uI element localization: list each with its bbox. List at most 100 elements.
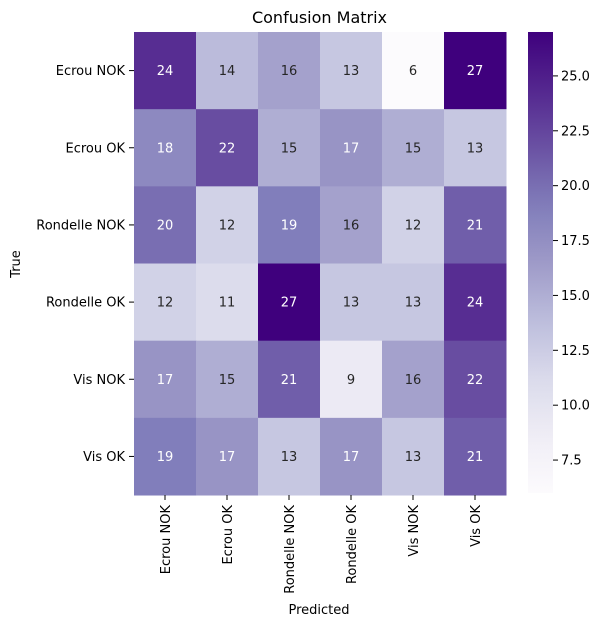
colorbar-tick-label: 25.0 <box>561 69 590 84</box>
heatmap-cell <box>320 32 383 110</box>
cell-value-label: 24 <box>157 64 174 79</box>
heatmap-cell <box>444 263 507 342</box>
cell-value-label: 18 <box>157 141 174 156</box>
x-tick-label: Ecrou OK <box>221 505 236 565</box>
cell-value-label: 21 <box>281 373 298 388</box>
heatmap-cell <box>258 263 321 342</box>
heatmap-cell <box>382 109 445 187</box>
x-axis-label: Predicted <box>288 603 349 618</box>
cell-value-label: 11 <box>219 296 236 311</box>
heatmap-cell <box>196 186 259 265</box>
x-tick-label: Vis NOK <box>407 505 422 557</box>
colorbar-tick-label: 15.0 <box>561 289 590 304</box>
heatmap-cell <box>258 109 321 187</box>
cell-value-label: 21 <box>467 450 484 465</box>
y-tick-label: Rondelle NOK <box>36 218 125 233</box>
cell-value-label: 15 <box>281 141 298 156</box>
heatmap-cell <box>320 263 383 342</box>
heatmap-cells <box>134 32 507 496</box>
cell-value-label: 17 <box>343 141 360 156</box>
heatmap-cell <box>382 417 445 496</box>
heatmap-cell <box>134 263 197 342</box>
heatmap-cell <box>444 340 507 419</box>
heatmap-cell <box>134 340 197 419</box>
heatmap-cell-labels: 24 14 16 13 6 27 18 22 15 17 15 13 20 12 19 16 12 21 12 11 2… <box>157 64 484 465</box>
heatmap-cell <box>444 32 507 110</box>
heatmap-cell <box>196 417 259 496</box>
cell-value-label: 15 <box>405 141 422 156</box>
heatmap-cell <box>382 186 445 265</box>
x-axis: Ecrou NOK Ecrou OK Rondelle NOK Rondelle OK… <box>159 495 484 594</box>
cell-value-label: 16 <box>343 218 360 233</box>
heatmap-cell <box>196 263 259 342</box>
heatmap-cell <box>382 263 445 342</box>
chart-title: Confusion Matrix <box>252 8 387 27</box>
cell-value-label: 13 <box>281 450 298 465</box>
colorbar-tick-label: 20.0 <box>561 179 590 194</box>
x-tick-label: Rondelle OK <box>345 505 360 584</box>
cell-value-label: 14 <box>219 64 236 79</box>
colorbar-tick-label: 12.5 <box>561 344 590 359</box>
heatmap-cell <box>196 109 259 187</box>
cell-value-label: 12 <box>219 218 236 233</box>
x-tick-label: Rondelle NOK <box>283 505 298 594</box>
x-tick-label: Vis OK <box>469 505 484 547</box>
heatmap-cell <box>320 340 383 419</box>
y-tick-label: Ecrou OK <box>65 141 125 156</box>
cell-value-label: 27 <box>281 296 298 311</box>
heatmap-cell <box>320 186 383 265</box>
cell-value-label: 21 <box>467 218 484 233</box>
heatmap-cell <box>196 32 259 110</box>
heatmap-cell <box>444 417 507 496</box>
cell-value-label: 13 <box>343 64 360 79</box>
cell-value-label: 19 <box>281 218 298 233</box>
cell-value-label: 17 <box>157 373 174 388</box>
cell-value-label: 17 <box>219 450 236 465</box>
cell-value-label: 24 <box>467 296 484 311</box>
cell-value-label: 19 <box>157 450 174 465</box>
heatmap-cell <box>444 186 507 265</box>
heatmap-cell <box>258 32 321 110</box>
colorbar-tick-label: 7.5 <box>561 454 582 469</box>
heatmap-cell <box>258 417 321 496</box>
cell-value-label: 22 <box>219 141 236 156</box>
colorbar-tick-label: 10.0 <box>561 399 590 414</box>
y-axis: Ecrou NOK Ecrou OK Rondelle NOK Rondelle OK… <box>36 64 134 465</box>
heatmap-cell <box>258 186 321 265</box>
x-tick-label: Ecrou NOK <box>159 505 174 575</box>
cell-value-label: 22 <box>467 373 484 388</box>
heatmap-cell <box>196 340 259 419</box>
colorbar <box>528 32 553 493</box>
cell-value-label: 9 <box>347 373 355 388</box>
cell-value-label: 6 <box>409 64 417 79</box>
cell-value-label: 20 <box>157 218 174 233</box>
cell-value-label: 16 <box>405 373 422 388</box>
y-tick-label: Ecrou NOK <box>56 64 126 79</box>
cell-value-label: 17 <box>343 450 360 465</box>
heatmap-cell <box>320 417 383 496</box>
cell-value-label: 13 <box>405 296 422 311</box>
cell-value-label: 15 <box>219 373 236 388</box>
colorbar-ticks: 7.5 10.0 12.5 15.0 17.5 20.0 22.5 25.0 <box>553 69 590 469</box>
y-tick-label: Rondelle OK <box>46 296 125 311</box>
cell-value-label: 13 <box>467 141 484 156</box>
heatmap-cell <box>444 109 507 187</box>
cell-value-label: 12 <box>405 218 422 233</box>
heatmap-cell <box>134 186 197 265</box>
y-tick-label: Vis OK <box>83 450 125 465</box>
cell-value-label: 13 <box>405 450 422 465</box>
cell-value-label: 12 <box>157 296 174 311</box>
cell-value-label: 16 <box>281 64 298 79</box>
colorbar-tick-label: 22.5 <box>561 124 590 139</box>
heatmap-cell <box>382 32 445 110</box>
cell-value-label: 13 <box>343 296 360 311</box>
cell-value-label: 27 <box>467 64 484 79</box>
heatmap-cell <box>382 340 445 419</box>
heatmap-cell <box>134 32 197 110</box>
heatmap-cell <box>258 340 321 419</box>
y-tick-label: Vis NOK <box>73 373 125 388</box>
colorbar-tick-label: 17.5 <box>561 234 590 249</box>
heatmap-cell <box>320 109 383 187</box>
heatmap-cell <box>134 109 197 187</box>
